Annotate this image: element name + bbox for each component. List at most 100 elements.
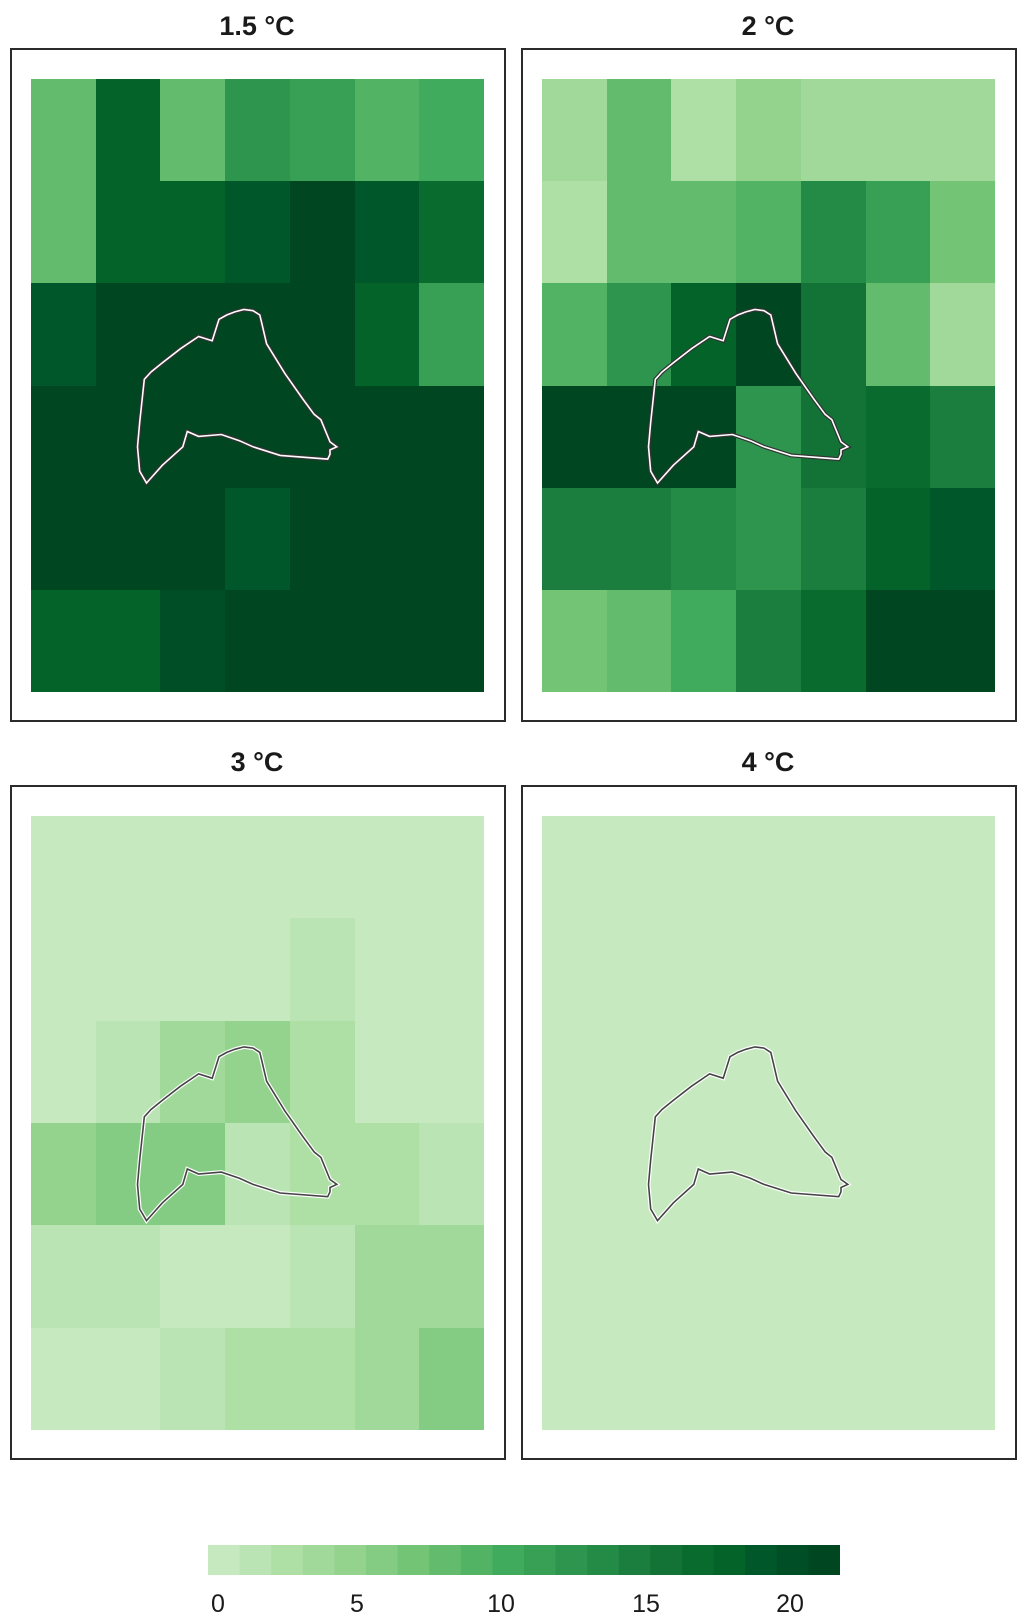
- map-cell: [31, 488, 96, 590]
- map-cell: [290, 488, 355, 590]
- map-cell: [160, 590, 225, 692]
- region-boundary: [647, 1046, 850, 1222]
- map-cell: [96, 283, 160, 386]
- map-cell: [866, 918, 930, 1021]
- legend-tick-label-5: 5: [350, 1590, 364, 1618]
- map-cell: [290, 590, 355, 692]
- map-cell: [607, 1021, 671, 1123]
- map-cell: [866, 590, 930, 692]
- map-cell: [96, 1225, 160, 1328]
- legend-swatch: [492, 1545, 525, 1575]
- color-scale-legend: [208, 1545, 840, 1575]
- map-cell: [31, 590, 96, 692]
- map-cell: [225, 918, 290, 1021]
- legend-swatch: [366, 1545, 399, 1575]
- map-cell: [801, 181, 866, 283]
- map-cell: [801, 1021, 866, 1123]
- map-cell: [736, 488, 801, 590]
- map-cell: [225, 1225, 290, 1328]
- map-cell: [419, 79, 484, 181]
- map-cell: [607, 283, 671, 386]
- map-cell: [96, 79, 160, 181]
- map-cell: [607, 918, 671, 1021]
- map-cell: [290, 79, 355, 181]
- map-cell: [542, 1123, 607, 1225]
- map-cell: [31, 816, 96, 918]
- map-cell: [930, 1328, 995, 1430]
- legend-swatch: [808, 1545, 840, 1575]
- map-cell: [419, 488, 484, 590]
- map-cell: [290, 918, 355, 1021]
- region-boundary: [647, 308, 850, 485]
- map-cell: [31, 1021, 96, 1123]
- map-cell: [355, 1123, 419, 1225]
- legend-swatch: [682, 1545, 715, 1575]
- legend-swatch: [587, 1545, 620, 1575]
- map-cell: [96, 590, 160, 692]
- map-cell: [225, 283, 290, 386]
- map-cell: [866, 386, 930, 488]
- legend-swatch: [713, 1545, 746, 1575]
- map-cell: [801, 816, 866, 918]
- map-cell: [801, 1328, 866, 1430]
- legend-swatch: [271, 1545, 304, 1575]
- map-cell: [96, 816, 160, 918]
- map-cell: [801, 386, 866, 488]
- map-cell: [801, 79, 866, 181]
- map-cell: [930, 386, 995, 488]
- map-cell: [866, 1123, 930, 1225]
- map-cell: [160, 816, 225, 918]
- map-cell: [225, 1021, 290, 1123]
- map-cell: [542, 79, 607, 181]
- map-cell: [930, 816, 995, 918]
- map-cell: [225, 816, 290, 918]
- map-cell: [736, 283, 801, 386]
- map-cell: [290, 1123, 355, 1225]
- legend-swatch: [397, 1545, 430, 1575]
- map-cell: [736, 590, 801, 692]
- map-cell: [355, 181, 419, 283]
- map-cell: [607, 79, 671, 181]
- map-cell: [290, 386, 355, 488]
- map-cell: [866, 488, 930, 590]
- map-cell: [930, 918, 995, 1021]
- map-cell: [866, 181, 930, 283]
- map-cell: [355, 816, 419, 918]
- map-cell: [671, 79, 736, 181]
- map-cell: [607, 488, 671, 590]
- map-cell: [607, 1328, 671, 1430]
- map-cell: [225, 386, 290, 488]
- map-cell: [671, 590, 736, 692]
- map-cell: [419, 1021, 484, 1123]
- map-cell: [542, 1021, 607, 1123]
- map-cell: [31, 1225, 96, 1328]
- map-cell: [801, 488, 866, 590]
- map-cell: [671, 1225, 736, 1328]
- map-cell: [31, 283, 96, 386]
- map-cell: [355, 386, 419, 488]
- map-cell: [736, 1328, 801, 1430]
- map-cell: [930, 79, 995, 181]
- map-cell: [96, 1328, 160, 1430]
- map-cell: [355, 1328, 419, 1430]
- map-cell: [542, 816, 607, 918]
- map-cell: [355, 590, 419, 692]
- map-cell: [419, 1123, 484, 1225]
- map-cell: [160, 181, 225, 283]
- map-cell: [736, 386, 801, 488]
- map-cell: [96, 1123, 160, 1225]
- region-boundary: [136, 308, 339, 485]
- map-cell: [866, 816, 930, 918]
- legend-swatch: [650, 1545, 683, 1575]
- map-cell: [419, 816, 484, 918]
- map-cell: [671, 181, 736, 283]
- map-cell: [801, 1225, 866, 1328]
- map-cell: [930, 1123, 995, 1225]
- map-cell: [801, 1123, 866, 1225]
- map-cell: [290, 1021, 355, 1123]
- map-cell: [160, 79, 225, 181]
- map-cell: [160, 1225, 225, 1328]
- map-cell: [355, 918, 419, 1021]
